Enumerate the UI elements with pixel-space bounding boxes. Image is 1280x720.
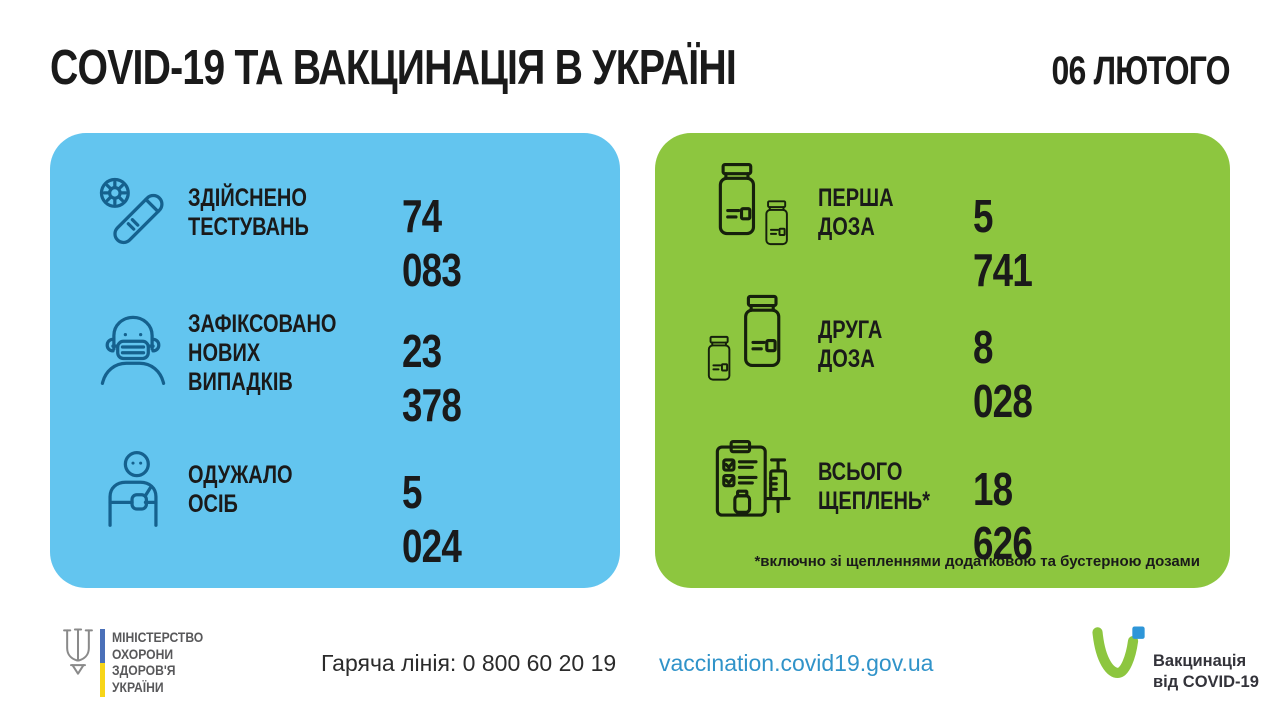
page-title: COVID-19 ТА ВАКЦИНАЦІЯ В УКРАЇНІ — [50, 41, 737, 95]
stat-value: 18 626 — [973, 463, 1033, 569]
stat-label: ЗДІЙСНЕНО ТЕСТУВАНЬ — [188, 184, 309, 241]
vaccination-v-logo-icon — [1091, 622, 1149, 692]
stat-label: ВСЬОГО ЩЕПЛЕНЬ* — [818, 458, 931, 515]
flag-divider — [100, 629, 105, 697]
stat-value: 5 741 — [973, 190, 1033, 296]
recovered-person-icon — [90, 445, 176, 531]
vaccination-stats-card: ПЕРША ДОЗА 5 741 ДРУГА ДОЗА 8 028 — [655, 133, 1230, 588]
booster-footnote: *включно зі щепленнями додатковою та бус… — [754, 553, 1200, 570]
stat-value: 8 028 — [973, 321, 1033, 427]
masked-person-icon — [90, 305, 176, 391]
ministry-logo-text: МІНІСТЕРСТВО ОХОРОНИ ЗДОРОВ'Я УКРАЇНИ — [112, 630, 204, 695]
stat-label: ОДУЖАЛО ОСІБ — [188, 461, 293, 518]
stat-label: ПЕРША ДОЗА — [818, 184, 894, 241]
stat-value: 5 024 — [402, 466, 462, 572]
test-tube-virus-icon — [90, 170, 176, 256]
first-dose-vials-icon — [713, 161, 805, 261]
stat-value: 23 378 — [402, 325, 462, 431]
ukraine-trident-icon — [60, 628, 96, 676]
vaccination-site-link[interactable]: vaccination.covid19.gov.ua — [659, 650, 934, 676]
report-date: 06 ЛЮТОГО — [1051, 49, 1231, 93]
covid-stats-card: ЗДІЙСНЕНО ТЕСТУВАНЬ 74 083 ЗАФІКСОВАНО Н… — [50, 133, 620, 588]
clipboard-syringe-icon — [710, 436, 802, 528]
vaccination-logo-text: Вакцинація від COVID-19 — [1153, 652, 1259, 692]
second-dose-vials-icon — [707, 291, 799, 391]
hotline-number: Гаряча лінія: 0 800 60 20 19 — [321, 650, 617, 676]
stat-value: 74 083 — [402, 190, 462, 296]
stat-label: ДРУГА ДОЗА — [818, 316, 883, 373]
stat-label: ЗАФІКСОВАНО НОВИХ ВИПАДКІВ — [188, 310, 337, 396]
